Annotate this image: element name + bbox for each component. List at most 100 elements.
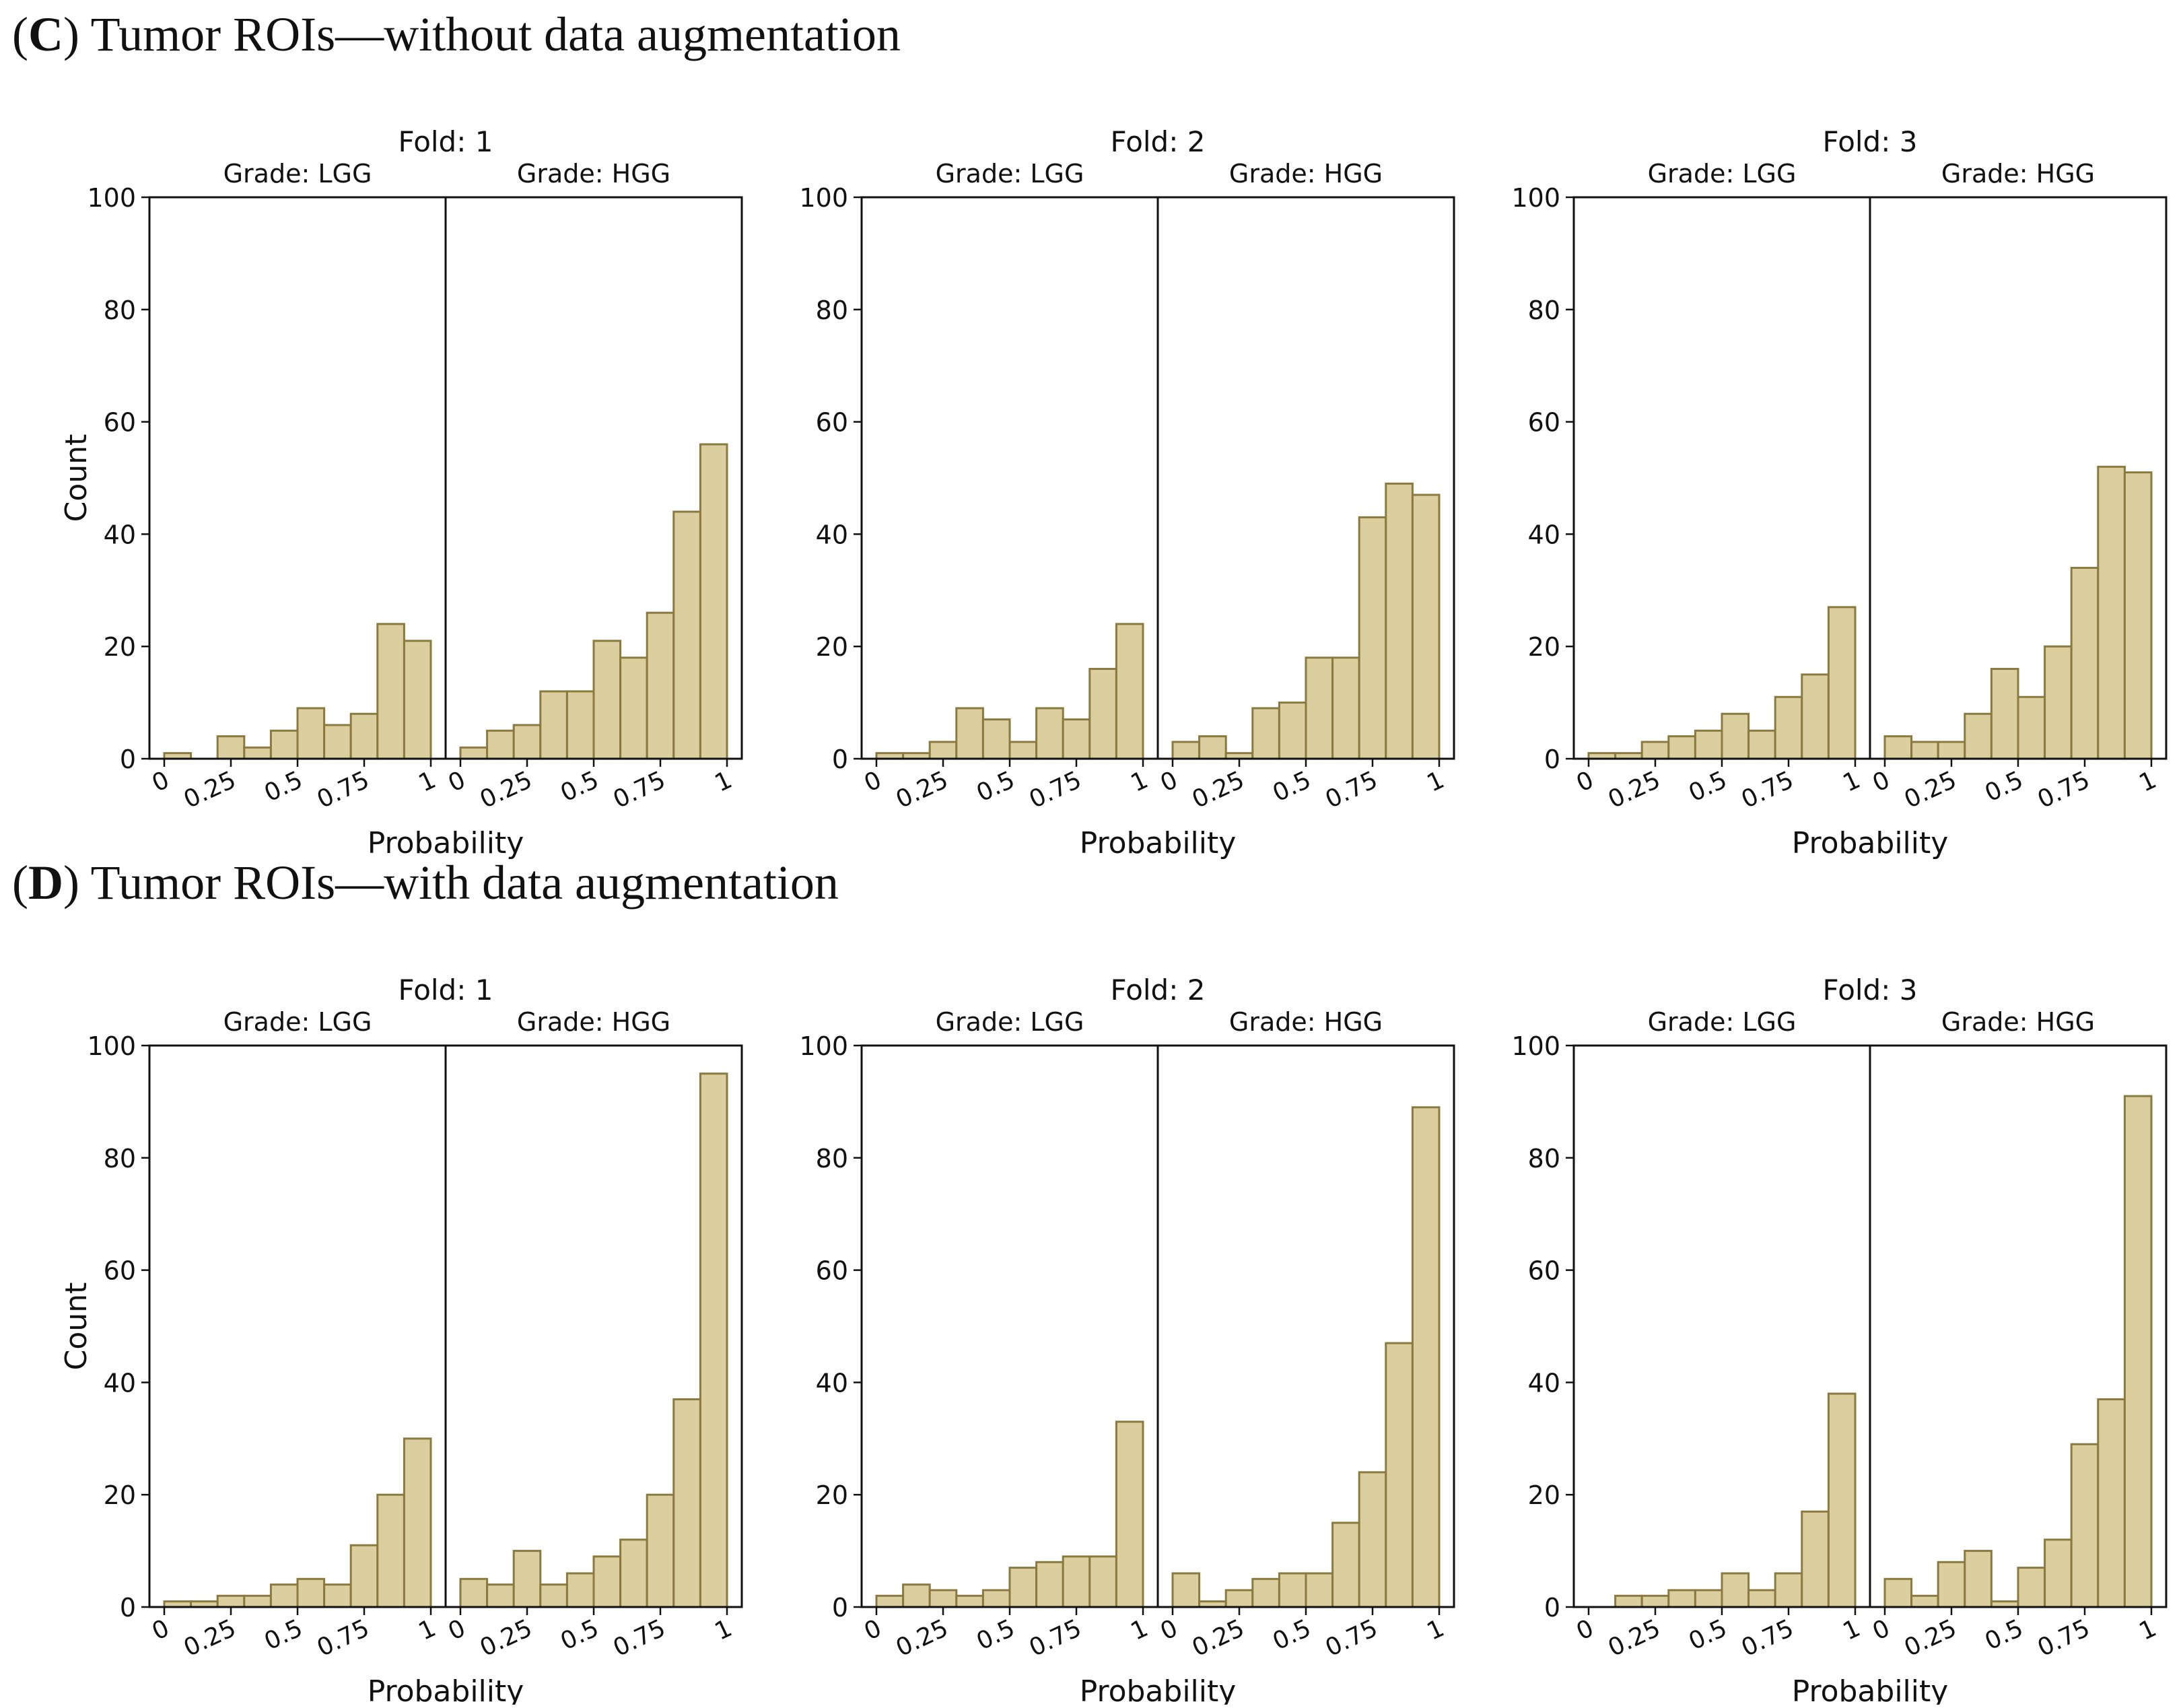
histogram-bar — [928, 741, 958, 760]
x-tick-label: 0 — [1572, 766, 1598, 798]
y-tick-label: 60 — [104, 1256, 136, 1286]
histogram-bar — [1910, 741, 1939, 760]
histogram-bar — [981, 718, 1011, 760]
histogram-bar — [1062, 718, 1091, 760]
histogram-bar — [1358, 1471, 1387, 1608]
histogram-bar — [955, 1594, 984, 1608]
y-tick-label: 40 — [816, 1368, 848, 1398]
histogram-bar — [216, 735, 246, 760]
histogram-bar — [646, 1493, 675, 1608]
x-tick-label: 0.75 — [1025, 1614, 1086, 1662]
x-tick-label: 0.25 — [1604, 766, 1665, 814]
histogram-bar — [646, 611, 675, 760]
x-tick-label: 0.5 — [1269, 1614, 1315, 1655]
histogram-bar — [539, 1583, 568, 1608]
histogram-bar — [1964, 712, 1993, 760]
x-tick-label: 0.25 — [476, 1614, 536, 1662]
x-tick-label: 1 — [1839, 1614, 1865, 1646]
x-tick-label: 1 — [2135, 1614, 2161, 1646]
histogram-bar — [2097, 465, 2126, 760]
x-tick-label: 0.5 — [261, 1614, 307, 1655]
x-tick-label: 0.5 — [1269, 766, 1315, 807]
histogram-bar — [1088, 1555, 1117, 1608]
histogram-bar — [1883, 735, 1913, 760]
y-tick-label: 0 — [120, 745, 136, 774]
x-tick-label: 1 — [415, 1614, 440, 1646]
histogram-bar — [1115, 623, 1144, 760]
y-tick-label: 0 — [1544, 1593, 1560, 1622]
x-tick-label: 0 — [444, 1614, 470, 1646]
histogram-bar — [512, 724, 542, 760]
x-tick-label: 1 — [1839, 766, 1865, 798]
histogram-bar — [1747, 1589, 1776, 1608]
histogram-bar — [243, 746, 272, 760]
chart-title: Fold: 2 — [1111, 125, 1206, 158]
histogram-bar — [592, 640, 622, 760]
histogram-bar — [1385, 482, 1414, 760]
y-tick-label: 20 — [1528, 1480, 1560, 1510]
x-tick-label: 1 — [2135, 766, 2161, 798]
panel-title: Grade: HGG — [517, 159, 670, 189]
x-tick-label: 0.75 — [1737, 766, 1798, 814]
y-tick-label: 20 — [104, 632, 136, 662]
x-tick-label: 0 — [148, 766, 174, 798]
y-tick-label: 0 — [832, 745, 848, 774]
x-tick-label: 0.25 — [1188, 1614, 1249, 1662]
y-tick-label: 80 — [104, 296, 136, 325]
histogram-bar — [699, 443, 728, 760]
panel-title: Grade: LGG — [936, 1007, 1084, 1037]
histogram-bar — [1331, 1522, 1360, 1608]
histogram-bar — [1062, 1555, 1091, 1608]
histogram-bar — [1721, 1572, 1750, 1608]
x-tick-label: 0 — [1869, 766, 1894, 798]
y-tick-label: 40 — [104, 520, 136, 549]
x-tick-label: 0.25 — [180, 1614, 240, 1662]
y-tick-label: 80 — [816, 296, 848, 325]
y-tick-label: 60 — [816, 1256, 848, 1286]
histogram-bar — [1910, 1594, 1939, 1608]
chart-title: Fold: 1 — [399, 125, 493, 158]
y-tick-label: 80 — [816, 1144, 848, 1173]
histogram-bar — [1694, 1589, 1723, 1608]
x-tick-label: 0.25 — [476, 766, 536, 814]
histogram-bar — [2017, 1567, 2046, 1608]
section-title-d: (D) Tumor ROIs—with data augmentation — [12, 856, 839, 910]
x-tick-label: 0.75 — [1737, 1614, 1798, 1662]
x-tick-label: 1 — [711, 766, 736, 798]
histogram-bar — [1278, 702, 1307, 760]
y-tick-label: 0 — [1544, 745, 1560, 774]
y-tick-label: 100 — [1511, 183, 1560, 213]
y-tick-label: 20 — [816, 632, 848, 662]
histogram-bar — [1747, 729, 1776, 760]
histogram-bar — [1411, 1106, 1441, 1608]
histogram-bar — [296, 1577, 326, 1608]
histogram-bar — [1224, 1589, 1254, 1608]
x-tick-label: 0.25 — [1900, 766, 1961, 814]
histogram-bar — [269, 729, 299, 760]
x-tick-label: 0.5 — [1981, 1614, 2028, 1655]
histogram-bar — [2070, 566, 2100, 760]
x-tick-label: 0.5 — [557, 1614, 603, 1655]
y-tick-label: 60 — [1528, 1256, 1560, 1286]
histogram-bar — [2123, 1095, 2153, 1608]
histogram-bar — [1667, 1589, 1696, 1608]
x-tick-label: 0.75 — [609, 1614, 670, 1662]
histogram-bar — [376, 623, 405, 760]
histogram-bar — [1008, 1567, 1038, 1608]
histogram-bar — [1171, 1572, 1201, 1608]
histogram-bar — [1035, 1561, 1064, 1608]
x-tick-label: 0.25 — [1188, 766, 1249, 814]
histogram-bar — [1937, 741, 1966, 760]
y-tick-label: 100 — [1511, 1031, 1560, 1061]
x-tick-label: 0.25 — [180, 766, 240, 814]
panel-title: Grade: LGG — [223, 159, 372, 189]
y-tick-label: 100 — [799, 1031, 848, 1061]
histogram-bar — [1251, 1577, 1280, 1608]
histogram-bar — [486, 1583, 515, 1608]
histogram-bar — [323, 1583, 352, 1608]
histogram-bar — [699, 1072, 728, 1608]
histogram-bar — [2044, 1538, 2073, 1608]
histogram-bar — [1801, 673, 1830, 760]
histogram-bar — [1801, 1510, 1830, 1608]
